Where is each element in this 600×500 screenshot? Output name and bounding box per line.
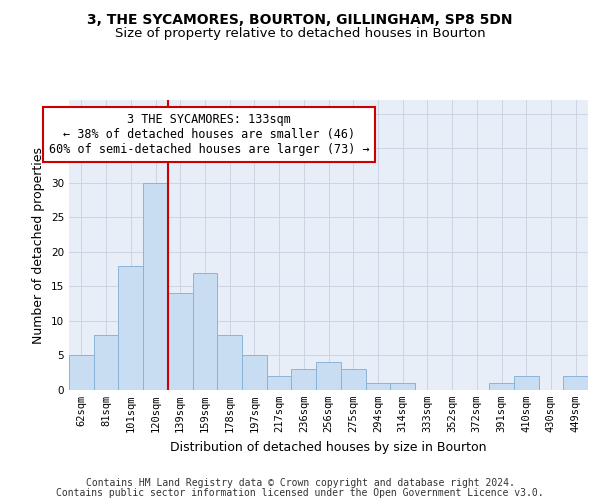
Bar — [390, 383, 415, 390]
Bar — [143, 183, 168, 390]
Text: Size of property relative to detached houses in Bourton: Size of property relative to detached ho… — [115, 28, 485, 40]
Bar — [341, 370, 365, 390]
Text: 3 THE SYCAMORES: 133sqm
← 38% of detached houses are smaller (46)
60% of semi-de: 3 THE SYCAMORES: 133sqm ← 38% of detache… — [49, 113, 370, 156]
Bar — [292, 370, 316, 390]
Bar — [94, 335, 118, 390]
Bar — [193, 272, 217, 390]
Bar — [267, 376, 292, 390]
Bar — [489, 383, 514, 390]
Bar — [69, 356, 94, 390]
Text: Contains public sector information licensed under the Open Government Licence v3: Contains public sector information licen… — [56, 488, 544, 498]
Bar — [217, 335, 242, 390]
Bar — [365, 383, 390, 390]
Bar — [118, 266, 143, 390]
Bar — [316, 362, 341, 390]
Bar — [242, 356, 267, 390]
Bar — [168, 294, 193, 390]
Text: Contains HM Land Registry data © Crown copyright and database right 2024.: Contains HM Land Registry data © Crown c… — [86, 478, 514, 488]
Text: 3, THE SYCAMORES, BOURTON, GILLINGHAM, SP8 5DN: 3, THE SYCAMORES, BOURTON, GILLINGHAM, S… — [87, 12, 513, 26]
Bar — [514, 376, 539, 390]
Y-axis label: Number of detached properties: Number of detached properties — [32, 146, 46, 344]
X-axis label: Distribution of detached houses by size in Bourton: Distribution of detached houses by size … — [170, 440, 487, 454]
Bar — [563, 376, 588, 390]
